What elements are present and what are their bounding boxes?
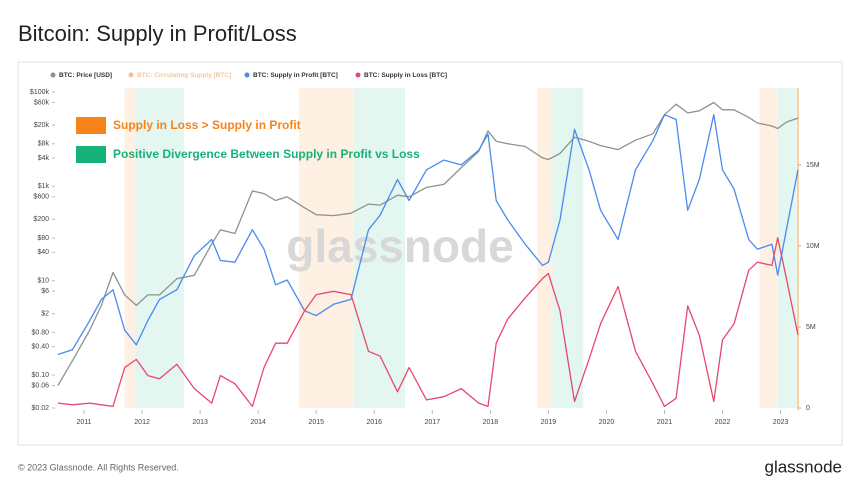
shaded-region	[124, 88, 136, 408]
legend-label: BTC: Circulating Supply [BTC]	[137, 72, 231, 79]
x-tick-label: 2015	[308, 419, 324, 426]
x-tick-label: 2021	[657, 419, 673, 426]
shaded-region	[552, 88, 584, 408]
y-tick-label: $600	[33, 194, 49, 201]
shaded-region	[353, 88, 406, 408]
x-tick-label: 2022	[715, 419, 731, 426]
legend-marker	[128, 72, 134, 78]
x-tick-label: 2017	[425, 419, 441, 426]
shaded-region	[777, 88, 797, 408]
series-line	[57, 237, 799, 408]
legend-marker	[244, 72, 250, 78]
x-tick-label: 2016	[366, 419, 382, 426]
y-tick-label: $8k	[38, 141, 50, 148]
y-tick-label: $80	[37, 235, 49, 242]
y-tick-label: $0.02	[31, 405, 49, 412]
y-tick-label: $40	[37, 249, 49, 256]
x-tick-label: 2013	[192, 419, 208, 426]
footer: © 2023 Glassnode. All Rights Reserved.	[18, 462, 179, 472]
x-tick-label: 2012	[134, 419, 150, 426]
region-legend-box	[76, 117, 106, 134]
watermark: glassnode	[286, 220, 514, 272]
shaded-region	[537, 88, 553, 408]
y-tick-label: $0.40	[31, 343, 49, 350]
legend-marker	[355, 72, 361, 78]
legend-label: BTC: Price [USD]	[59, 72, 112, 79]
y2-tick-label: 5M	[806, 324, 816, 331]
x-tick-label: 2018	[483, 419, 499, 426]
x-tick-label: 2014	[250, 419, 266, 426]
x-tick-label: 2011	[76, 419, 91, 426]
y2-tick-label: 0	[806, 405, 810, 412]
region-legend-box	[76, 146, 106, 163]
chart-card	[17, 61, 843, 446]
x-tick-label: 2020	[599, 419, 615, 426]
chart-title: Bitcoin: Supply in Profit/Loss	[18, 21, 297, 46]
y-tick-label: $4k	[38, 155, 50, 162]
legend-marker	[50, 72, 56, 78]
regions	[124, 88, 797, 408]
y-tick-label: $2	[41, 311, 49, 318]
y-tick-label: $0.80	[31, 329, 49, 336]
y-tick-label: $100k	[30, 89, 50, 96]
y-tick-label: $60k	[34, 99, 50, 106]
y2-tick-label: 10M	[806, 243, 820, 250]
y-tick-label: $0.06	[31, 382, 49, 389]
y-tick-label: $6	[41, 288, 49, 295]
shaded-region	[759, 88, 778, 408]
x-tick-label: 2023	[773, 419, 789, 426]
x-tick-label: 2019	[541, 419, 557, 426]
legend-label: BTC: Supply in Loss [BTC]	[364, 72, 447, 79]
series-line	[57, 114, 799, 356]
region-legend-label: Supply in Loss > Supply in Profit	[113, 118, 301, 132]
brand: glassnode	[764, 457, 842, 476]
shaded-region	[135, 88, 184, 408]
y-tick-label: $20k	[34, 122, 50, 129]
region-legend-label: Positive Divergence Between Supply in Pr…	[113, 147, 420, 161]
y-tick-label: $200	[33, 216, 49, 223]
legend-label: BTC: Supply in Profit [BTC]	[253, 72, 338, 79]
series-line	[57, 101, 799, 386]
y-tick-label: $1k	[38, 183, 50, 190]
y-tick-label: $10	[37, 278, 49, 285]
y-tick-label: $0.10	[31, 372, 49, 379]
shaded-region	[298, 88, 354, 408]
y2-tick-label: 15M	[806, 162, 820, 169]
